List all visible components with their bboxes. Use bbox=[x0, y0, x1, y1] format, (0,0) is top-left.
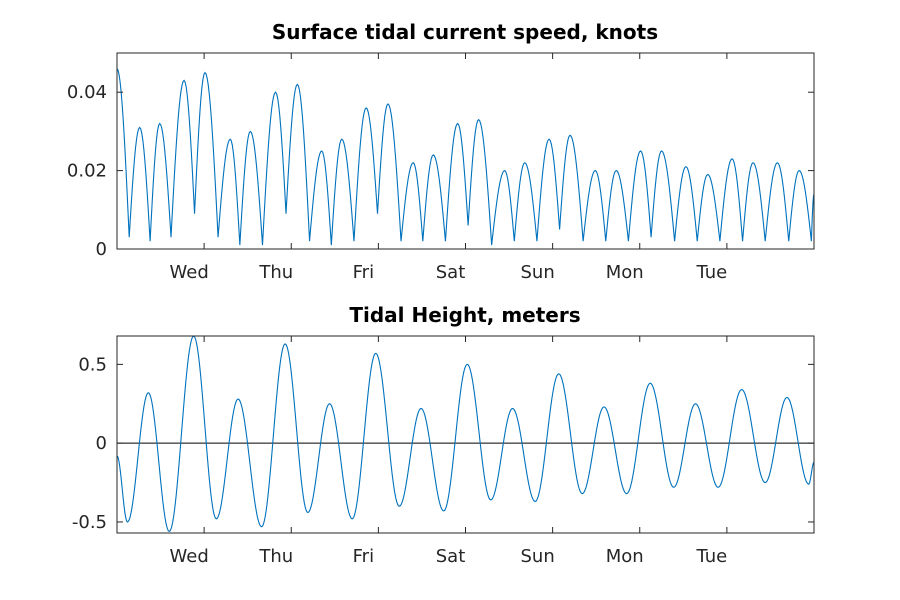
current-speed-series-line bbox=[116, 68, 815, 246]
x-tick-label: Thu bbox=[258, 262, 293, 283]
axes-box bbox=[116, 52, 815, 250]
x-tick-label: Sun bbox=[521, 546, 555, 567]
x-tick-label: Thu bbox=[258, 546, 293, 567]
current-speed-axes: 0 0.02 0.04 Wed Thu Fri Sat Sun Mon Tue bbox=[67, 52, 815, 283]
tidal-height-axes: -0.5 0 0.5 Wed Thu Fri Sat Sun Mon Tue bbox=[72, 335, 815, 567]
x-tick-label: Wed bbox=[170, 546, 209, 567]
x-tick-label: Wed bbox=[170, 262, 209, 283]
y-tick-label: 0.04 bbox=[67, 82, 107, 103]
tidal-height-series-line bbox=[116, 335, 815, 533]
current-speed-panel: Surface tidal current speed, knots 0 0.02… bbox=[67, 20, 815, 283]
tidal-height-panel: Tidal Height, meters -0.5 0 0.5 Wed Thu Fri Sa… bbox=[72, 303, 815, 567]
x-tick-label: Sun bbox=[521, 262, 555, 283]
x-tick-label: Tue bbox=[696, 546, 728, 567]
y-tick-label: 0 bbox=[96, 239, 107, 260]
x-tick-label: Tue bbox=[696, 262, 728, 283]
x-tick-label: Mon bbox=[606, 546, 644, 567]
x-tick-label: Sat bbox=[436, 546, 466, 567]
tidal-height-title: Tidal Height, meters bbox=[349, 303, 580, 327]
y-tick-label: 0.5 bbox=[78, 354, 107, 375]
y-tick-label: 0.02 bbox=[67, 161, 107, 182]
y-tick-label: 0 bbox=[96, 433, 107, 454]
x-tick-label: Fri bbox=[353, 546, 374, 567]
current-speed-title: Surface tidal current speed, knots bbox=[272, 20, 658, 44]
x-tick-label: Mon bbox=[606, 262, 644, 283]
y-tick-label: -0.5 bbox=[72, 512, 107, 533]
x-tick-label: Sat bbox=[436, 262, 466, 283]
x-tick-label: Fri bbox=[353, 262, 374, 283]
